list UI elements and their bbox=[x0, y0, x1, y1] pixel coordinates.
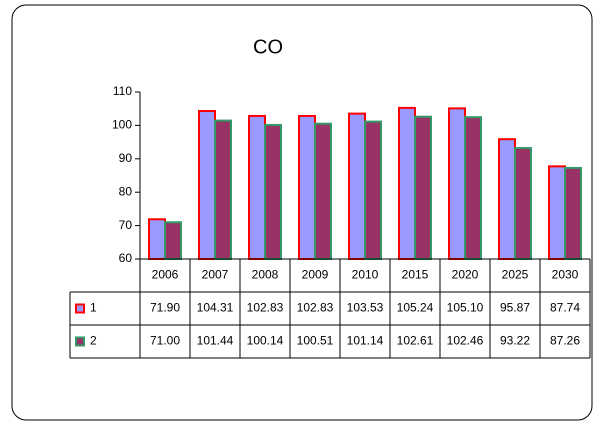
table-value: 104.31 bbox=[197, 301, 234, 315]
table-value: 87.74 bbox=[550, 301, 580, 315]
bar bbox=[414, 115, 432, 260]
legend-label: 1 bbox=[90, 301, 97, 315]
bar bbox=[364, 120, 382, 260]
bar bbox=[298, 114, 316, 260]
table-value: 102.46 bbox=[447, 334, 484, 348]
y-tick-label: 100 bbox=[112, 118, 132, 132]
bar bbox=[248, 114, 266, 260]
table-value: 71.00 bbox=[150, 334, 180, 348]
legend-label: 2 bbox=[90, 334, 97, 348]
x-tick-label: 2015 bbox=[402, 268, 429, 282]
table-value: 102.83 bbox=[247, 301, 284, 315]
chart-title: CO bbox=[253, 36, 283, 58]
bar bbox=[448, 107, 466, 260]
bar bbox=[198, 110, 216, 261]
x-tick-label: 2010 bbox=[352, 268, 379, 282]
bar bbox=[214, 119, 232, 261]
table-value: 100.51 bbox=[297, 334, 334, 348]
bar bbox=[314, 122, 332, 261]
table-value: 100.14 bbox=[247, 334, 284, 348]
y-tick-label: 60 bbox=[119, 251, 133, 265]
legend-key bbox=[75, 303, 85, 314]
bar bbox=[498, 138, 516, 260]
table-value: 101.14 bbox=[347, 334, 384, 348]
x-tick-label: 2007 bbox=[202, 268, 229, 282]
bar bbox=[564, 166, 582, 260]
x-tick-label: 2006 bbox=[152, 268, 179, 282]
table-value: 93.22 bbox=[500, 334, 530, 348]
bar bbox=[264, 123, 282, 260]
y-tick-label: 90 bbox=[119, 151, 133, 165]
bar bbox=[398, 106, 416, 260]
y-tick-label: 110 bbox=[113, 84, 132, 98]
bar bbox=[548, 165, 566, 261]
x-tick-label: 2030 bbox=[552, 268, 579, 282]
y-tick-label: 80 bbox=[119, 184, 133, 198]
x-tick-label: 2009 bbox=[302, 268, 329, 282]
table-value: 71.90 bbox=[150, 301, 180, 315]
table-value: 95.87 bbox=[500, 301, 530, 315]
table-value: 105.24 bbox=[397, 301, 434, 315]
x-tick-label: 2008 bbox=[252, 268, 279, 282]
bar bbox=[464, 116, 482, 261]
table-value: 102.83 bbox=[297, 301, 334, 315]
y-tick-label: 70 bbox=[119, 218, 133, 232]
bar bbox=[514, 147, 532, 260]
table-value: 101.44 bbox=[197, 334, 234, 348]
x-tick-label: 2020 bbox=[452, 268, 479, 282]
x-tick-label: 2025 bbox=[502, 268, 529, 282]
table-value: 87.26 bbox=[550, 334, 580, 348]
bar bbox=[164, 221, 182, 260]
table-value: 102.61 bbox=[397, 334, 434, 348]
bar bbox=[148, 218, 166, 260]
legend-key bbox=[75, 336, 85, 347]
table-value: 105.10 bbox=[447, 301, 484, 315]
table-value: 103.53 bbox=[347, 301, 384, 315]
bar bbox=[348, 112, 366, 260]
